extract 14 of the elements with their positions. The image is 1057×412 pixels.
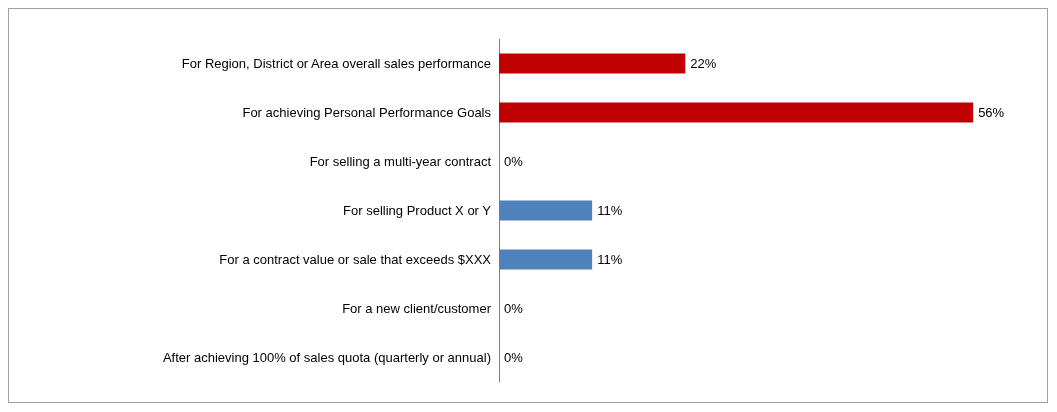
data-label: 22%	[690, 56, 717, 71]
data-label: 56%	[978, 105, 1005, 120]
data-label: 0%	[504, 154, 524, 169]
y-tick-label: After achieving 100% of sales quota (quarterly or annual)	[162, 350, 491, 365]
data-label: 11%	[597, 252, 623, 267]
y-tick-label: For a contract value or sale that exceeds $XXX	[219, 252, 492, 267]
y-tick-label: For Region, District or Area overall sales performance	[181, 56, 491, 71]
data-label: 0%	[504, 301, 524, 316]
y-tick-label: For achieving Personal Performance Goals	[242, 105, 492, 120]
data-label: 0%	[504, 350, 524, 365]
data-label: 11%	[597, 203, 623, 218]
y-tick-label: For a new client/customer	[342, 301, 492, 316]
y-tick-label: For selling Product X or Y	[343, 203, 492, 218]
y-tick-label: For selling a multi-year contract	[309, 154, 492, 169]
